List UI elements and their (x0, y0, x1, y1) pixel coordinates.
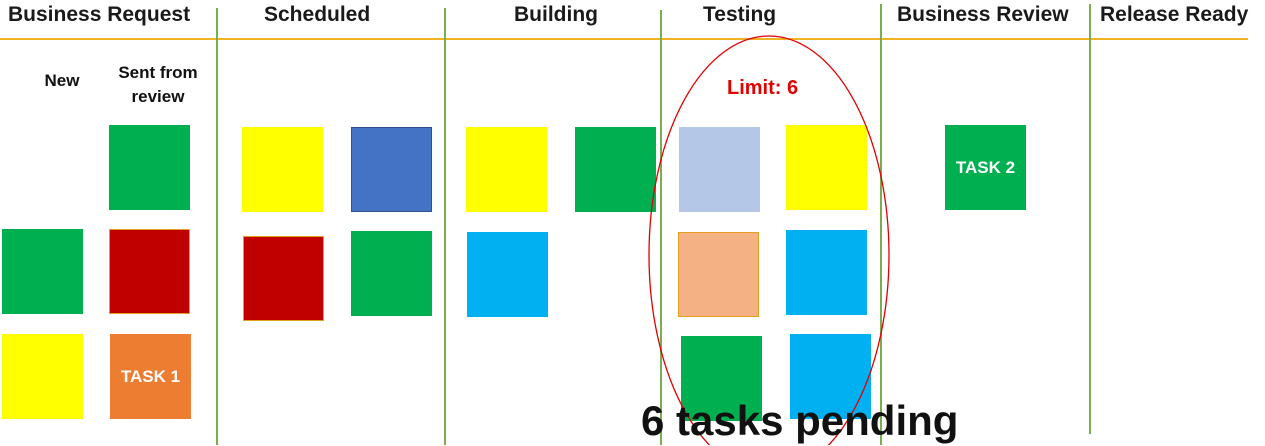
task-card[interactable] (2, 334, 83, 419)
column-title-release-ready: Release Ready (1100, 3, 1249, 26)
column-divider (444, 8, 446, 445)
task-card[interactable] (242, 127, 323, 212)
task-card[interactable] (786, 230, 867, 315)
sub-column-sent-from-review: Sent from review (118, 63, 198, 106)
sub-column-new: New (44, 71, 80, 90)
column-title-business-review: Business Review (897, 3, 1069, 26)
column-divider (660, 10, 662, 445)
column-title-testing: Testing (703, 3, 777, 26)
task-card-task-2[interactable]: TASK 2 (945, 125, 1026, 210)
column-title-building: Building (514, 3, 598, 26)
task-card-task-1[interactable]: TASK 1 (110, 334, 191, 419)
task-card[interactable] (466, 127, 547, 212)
column-divider (216, 8, 218, 445)
column-title-business-request: Business Request (8, 3, 191, 26)
wip-limit-label: Limit: 6 (727, 77, 799, 99)
task-card[interactable] (351, 127, 432, 212)
task-card[interactable] (2, 229, 83, 314)
task-card[interactable] (109, 229, 190, 314)
task-card[interactable] (679, 127, 760, 212)
column-divider (880, 4, 882, 445)
column-divider (1089, 4, 1091, 434)
task-card[interactable] (678, 232, 759, 317)
header-divider (0, 38, 1248, 40)
task-card[interactable] (467, 232, 548, 317)
task-card[interactable] (351, 231, 432, 316)
task-card[interactable] (786, 125, 867, 210)
column-title-scheduled: Scheduled (264, 3, 371, 26)
tasks-pending-label: 6 tasks pending (641, 397, 959, 444)
task-card[interactable] (109, 125, 190, 210)
task-card[interactable] (243, 236, 324, 321)
task-card[interactable] (575, 127, 656, 212)
